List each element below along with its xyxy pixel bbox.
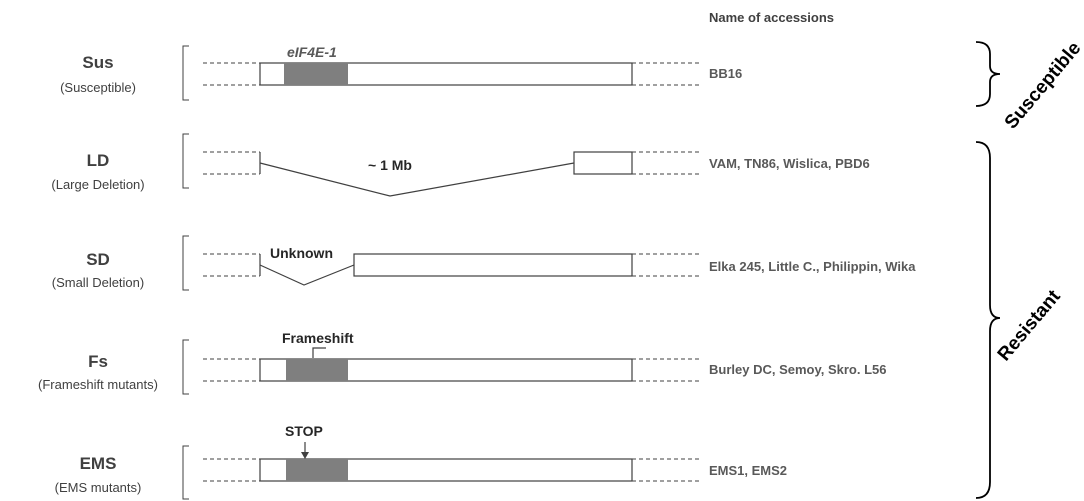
deletion-size-label: ~ 1 Mb [368,157,412,173]
row-description: (Large Deletion) [51,177,144,192]
row-code: EMS [80,454,117,473]
row-sus: Sus (Susceptible) eIF4E-1 BB16 [60,44,742,101]
row-description: (Small Deletion) [52,275,144,290]
accession-list: BB16 [709,66,742,81]
row-code: Fs [88,352,108,371]
row-bracket [182,339,189,395]
accession-list: VAM, TN86, Wislica, PBD6 [709,156,870,171]
gene-box [259,358,633,382]
resistant-group: Resistant [975,141,1065,499]
gene-box [259,62,633,86]
accessions-header: Name of accessions [709,10,834,25]
row-bracket [182,445,189,500]
stop-label: STOP [285,423,323,439]
resistant-brace [975,141,1001,499]
row-fs: Fs (Frameshift mutants) Frameshift Burle… [38,330,887,395]
resistant-group-label: Resistant [994,286,1065,366]
exon-region [286,459,348,481]
exon-region [284,63,348,85]
susceptible-group-label: Susceptible [1001,38,1084,133]
exon-region [286,359,348,381]
row-description: (Susceptible) [60,80,136,95]
row-ld: LD (Large Deletion) ~ 1 Mb VAM, TN86, Wi… [51,133,870,197]
gene-box [573,151,633,175]
row-description: (EMS mutants) [55,480,142,495]
gene-box [259,458,633,482]
row-description: (Frameshift mutants) [38,377,158,392]
frameshift-label: Frameshift [282,330,354,346]
gene-label: eIF4E-1 [287,44,337,60]
row-bracket [182,45,189,101]
susceptible-group: Susceptible [975,38,1084,133]
stop-arrowhead [301,452,309,459]
susceptible-brace [975,41,1001,107]
unknown-label: Unknown [270,245,333,261]
row-bracket [182,235,189,291]
row-sd: SD (Small Deletion) Unknown Elka 245, Li… [52,235,916,291]
deletion-junction [259,162,575,197]
row-code: Sus [82,53,113,72]
row-ems: EMS (EMS mutants) STOP EMS1, EMS2 [55,423,787,500]
row-code: LD [87,151,110,170]
accession-list: Burley DC, Semoy, Skro. L56 [709,362,887,377]
row-code: SD [86,250,110,269]
row-bracket [182,133,189,189]
accession-list: Elka 245, Little C., Philippin, Wika [709,259,916,274]
frameshift-marker [312,347,326,358]
deletion-junction [259,264,355,286]
accession-list: EMS1, EMS2 [709,463,787,478]
gene-box [353,253,633,277]
